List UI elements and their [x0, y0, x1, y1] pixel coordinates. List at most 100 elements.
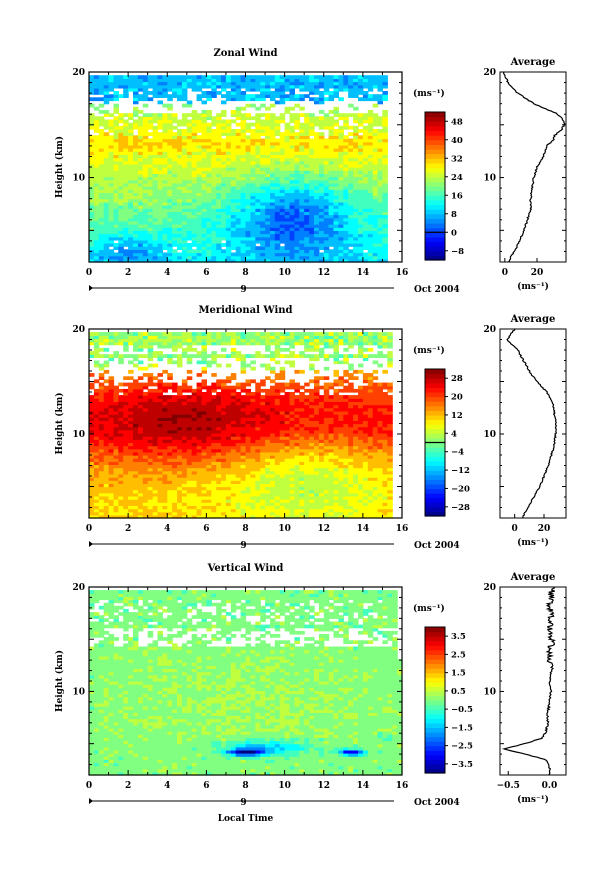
- heatmap-cell: [328, 499, 335, 503]
- heatmap-cell: [123, 189, 129, 193]
- heatmap-cell: [177, 470, 183, 475]
- heatmap-cell: [221, 151, 227, 155]
- heatmap-cell: [358, 192, 364, 197]
- date-day-label: 9: [240, 285, 246, 295]
- heatmap-cell: [147, 125, 154, 130]
- heatmap-cell: [299, 492, 305, 497]
- heatmap-cell: [181, 461, 188, 465]
- heatmap-cell: [123, 461, 129, 465]
- heatmap-cell: [314, 442, 320, 447]
- heatmap-cell: [230, 451, 237, 456]
- heatmap-cell: [299, 255, 305, 260]
- heatmap-cell: [382, 97, 388, 102]
- heatmap-cell: [142, 442, 149, 447]
- heatmap-cell: [260, 94, 266, 98]
- heatmap-cell: [304, 224, 310, 228]
- heatmap-cell: [177, 167, 183, 171]
- heatmap-cell: [343, 198, 349, 203]
- heatmap-cell: [133, 445, 139, 450]
- heatmap-cell: [323, 458, 330, 462]
- heatmap-cell: [235, 141, 242, 146]
- heatmap-cell: [216, 75, 222, 79]
- heatmap-cell: [353, 464, 359, 469]
- heatmap-cell: [123, 233, 129, 238]
- heatmap-cell: [265, 87, 271, 92]
- heatmap-cell: [181, 239, 188, 244]
- heatmap-cell: [172, 160, 178, 165]
- heatmap-cell: [211, 138, 217, 143]
- heatmap-cell: [230, 246, 237, 250]
- heatmap-cell: [162, 495, 168, 500]
- heatmap-cell: [314, 205, 320, 209]
- heatmap-cell: [372, 170, 379, 174]
- heatmap-cell: [343, 236, 349, 241]
- heatmap-cell: [118, 75, 124, 79]
- heatmap-cell: [255, 455, 261, 459]
- heatmap-cell: [265, 486, 271, 491]
- heatmap-cell: [318, 163, 325, 168]
- heatmap-cell: [382, 84, 388, 89]
- heatmap-cell: [216, 448, 222, 453]
- heatmap-cell: [323, 84, 330, 89]
- heatmap-cell: [103, 445, 110, 450]
- heatmap-cell: [230, 151, 237, 155]
- heatmap-cell: [103, 91, 110, 95]
- heatmap-cell: [338, 239, 344, 244]
- heatmap-cell: [353, 201, 359, 206]
- heatmap-cell: [323, 236, 330, 241]
- heatmap-cell: [372, 448, 379, 453]
- heatmap-cell: [225, 445, 232, 450]
- heatmap-cell: [318, 189, 325, 193]
- heatmap-cell: [260, 179, 266, 184]
- heatmap-cell: [294, 230, 300, 235]
- colorbar-band: [425, 162, 445, 169]
- heatmap-cell: [348, 148, 354, 152]
- heatmap-cell: [343, 473, 349, 478]
- heatmap-cell: [118, 135, 124, 140]
- heatmap-cell: [103, 192, 110, 197]
- heatmap-cell: [93, 511, 100, 516]
- heatmap-cell: [196, 505, 203, 510]
- heatmap-cell: [167, 208, 173, 212]
- heatmap-cell: [372, 458, 379, 462]
- heatmap-cell: [250, 84, 256, 89]
- heatmap-cell: [255, 439, 261, 443]
- heatmap-cell: [353, 81, 359, 86]
- colorbar-band: [425, 135, 445, 141]
- heatmap-cell: [157, 75, 163, 79]
- heatmap-cell: [123, 255, 129, 260]
- heatmap-cell: [147, 227, 154, 231]
- heatmap-cell: [181, 514, 188, 519]
- heatmap-cell: [211, 119, 217, 124]
- heatmap-cell: [93, 148, 100, 152]
- heatmap-cell: [250, 132, 256, 136]
- heatmap-cell: [377, 246, 383, 250]
- heatmap-cell: [157, 455, 163, 459]
- heatmap-cell: [128, 113, 134, 117]
- heatmap-cell: [162, 192, 168, 197]
- heatmap-cell: [250, 458, 256, 462]
- heatmap-cell: [181, 170, 188, 174]
- heatmap-cell: [98, 255, 105, 260]
- heatmap-cell: [338, 141, 344, 146]
- heatmap-cell: [137, 448, 144, 453]
- heatmap-cell: [103, 483, 110, 488]
- heatmap-cell: [147, 182, 154, 187]
- heatmap-cell: [89, 458, 95, 462]
- heatmap-cell: [221, 467, 227, 472]
- heatmap-cell: [157, 157, 163, 162]
- heatmap-cell: [137, 239, 144, 244]
- heatmap-cell: [235, 198, 242, 203]
- heatmap-cell: [201, 505, 207, 510]
- heatmap-cell: [309, 227, 315, 231]
- heatmap-cell: [255, 192, 261, 197]
- heatmap-cell: [279, 208, 286, 212]
- heatmap-cell: [137, 477, 144, 481]
- heatmap-cell: [142, 78, 149, 83]
- heatmap-cell: [362, 129, 369, 133]
- heatmap-cell: [172, 227, 178, 231]
- heatmap-cell: [309, 258, 315, 263]
- heatmap-cell: [299, 486, 305, 491]
- heatmap-cell: [162, 502, 168, 506]
- heatmap-cell: [196, 217, 203, 222]
